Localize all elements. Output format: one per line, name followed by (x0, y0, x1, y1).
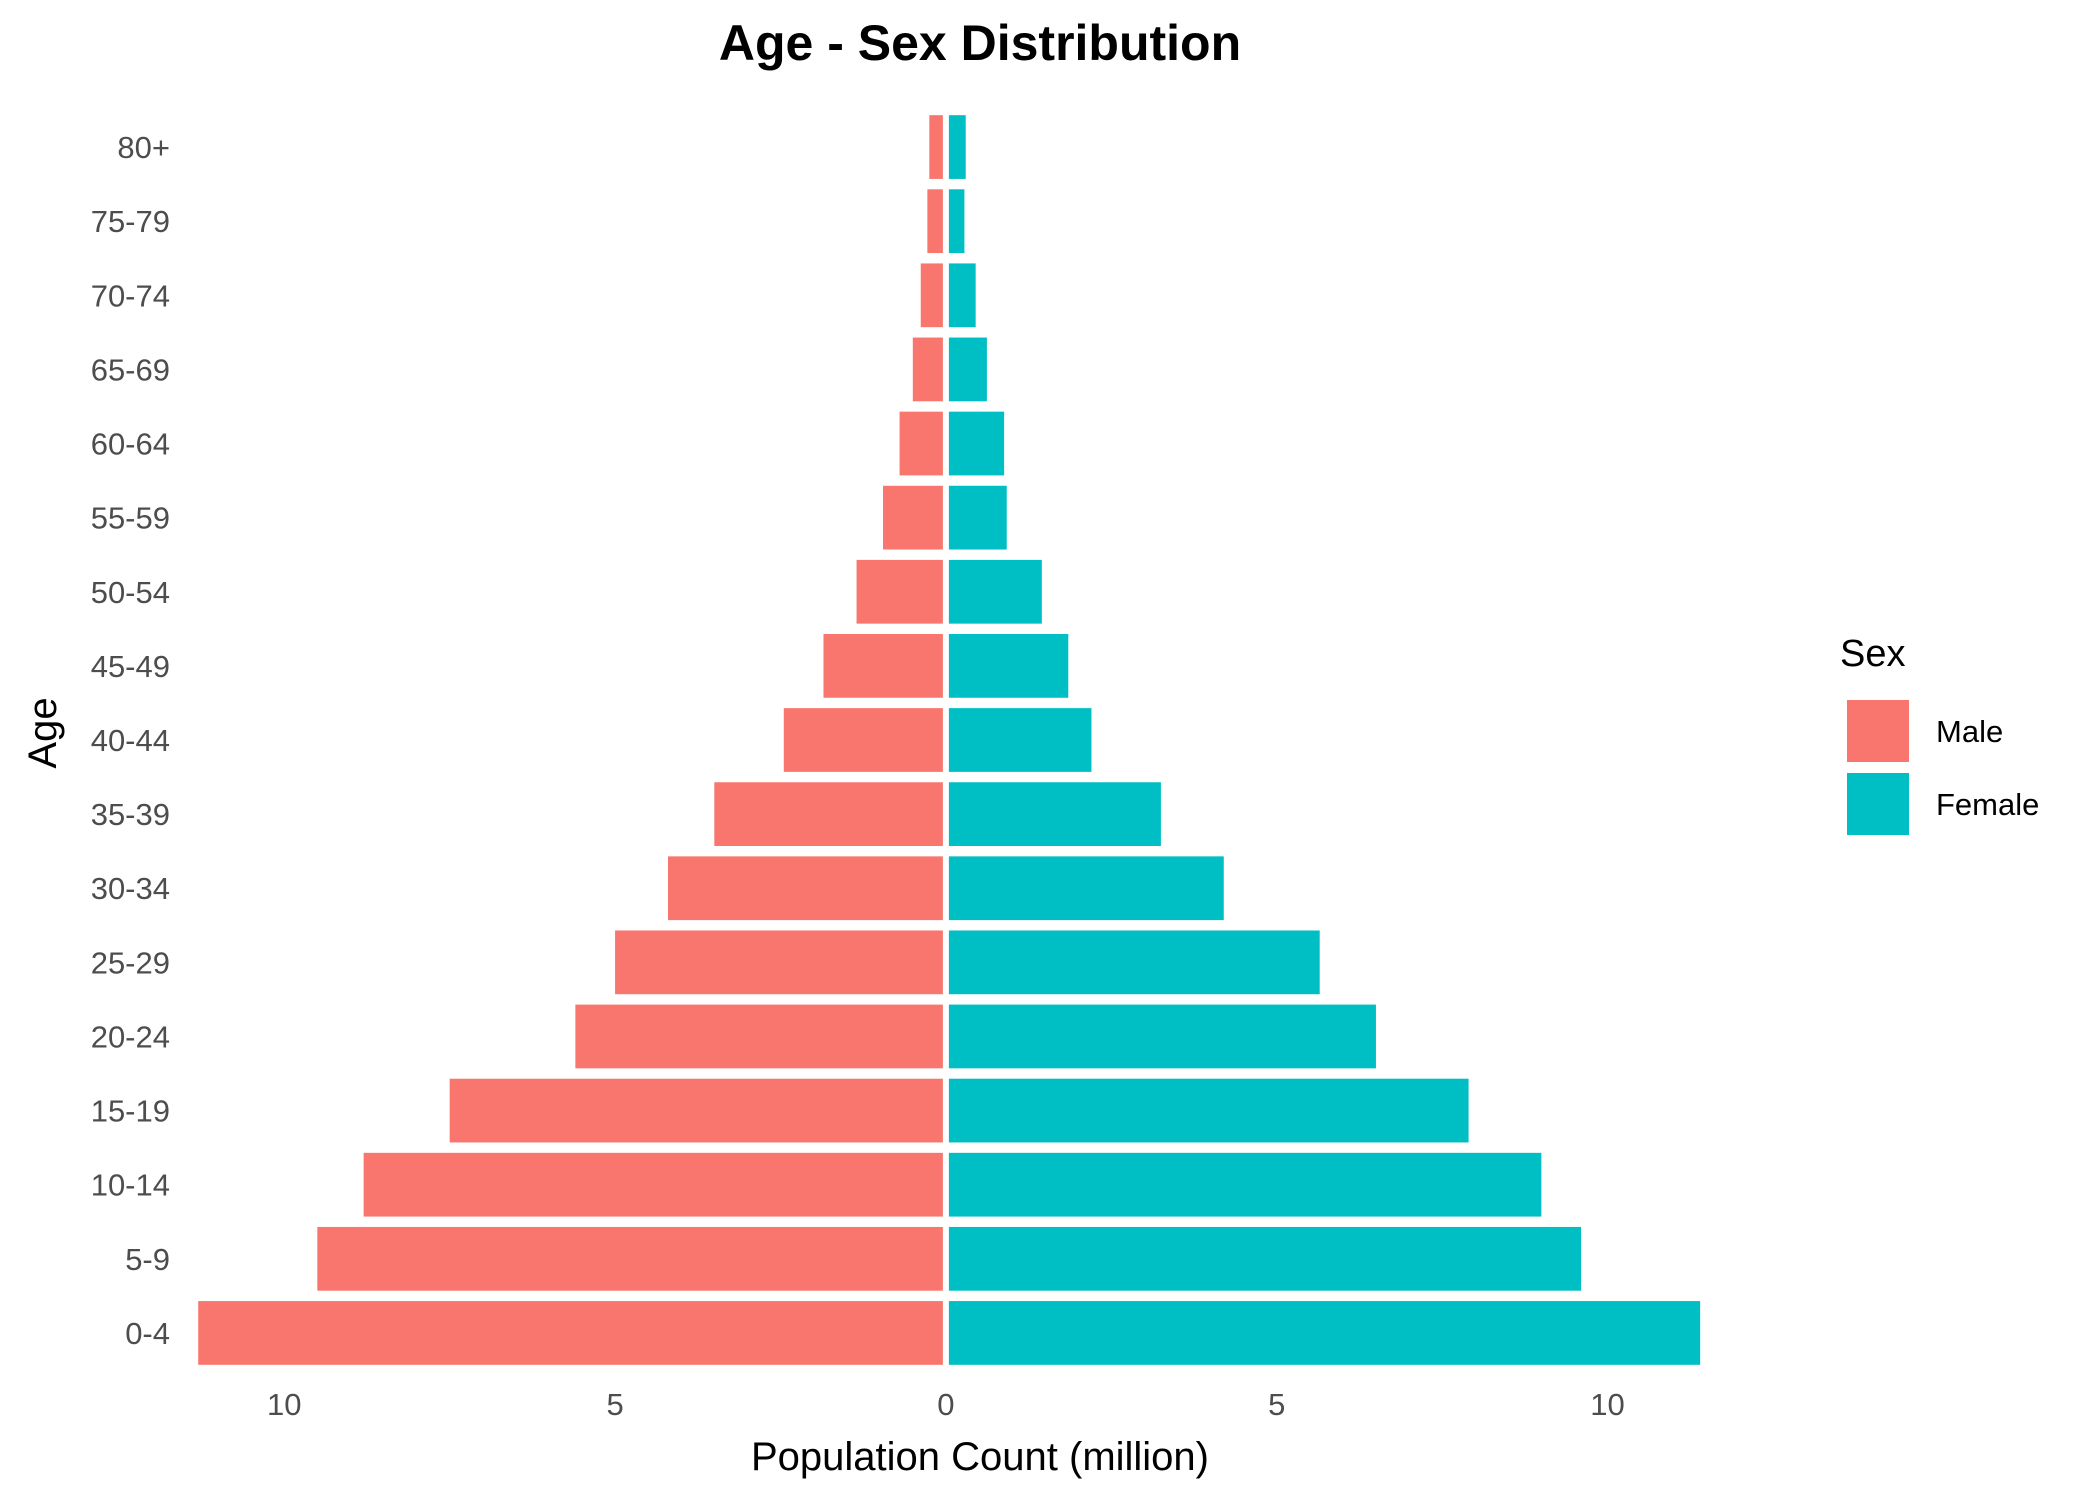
y-tick-label: 55-59 (91, 501, 170, 536)
bar-female-75-79 (948, 189, 965, 254)
bar-female-20-24 (948, 1004, 1376, 1069)
bar-female-5-9 (948, 1226, 1582, 1291)
bar-female-80+ (948, 115, 966, 179)
bar-male-20-24 (575, 1004, 943, 1069)
y-tick-label: 40-44 (91, 723, 170, 758)
bar-male-50-54 (856, 559, 943, 624)
chart-title: Age - Sex Distribution (719, 15, 1241, 71)
bar-male-45-49 (823, 634, 943, 698)
x-tick-label: 0 (937, 1387, 954, 1422)
legend-title: Sex (1840, 633, 1905, 675)
bar-male-75-79 (927, 189, 943, 254)
y-tick-label: 10-14 (91, 1168, 170, 1203)
y-tick-label: 0-4 (125, 1316, 170, 1351)
bar-female-70-74 (948, 263, 976, 328)
bar-male-40-44 (783, 708, 943, 772)
bar-female-65-69 (948, 337, 987, 402)
y-tick-label: 60-64 (91, 427, 170, 462)
legend-label-male: Male (1936, 714, 2003, 749)
bar-male-0-4 (198, 1301, 943, 1365)
x-axis-title: Population Count (million) (751, 1435, 1209, 1479)
legend-label-female: Female (1936, 787, 2039, 822)
bar-female-45-49 (948, 634, 1069, 698)
x-tick-label: 5 (606, 1387, 623, 1422)
x-tick-label: 10 (1590, 1387, 1624, 1422)
x-tick-labels: 10 5 0 5 10 (267, 1387, 1625, 1422)
y-tick-label: 65-69 (91, 352, 170, 387)
y-tick-label: 80+ (117, 130, 170, 165)
y-tick-label: 5-9 (125, 1242, 170, 1277)
y-tick-label: 30-34 (91, 871, 170, 906)
bar-female-10-14 (948, 1152, 1542, 1217)
y-tick-label: 70-74 (91, 278, 170, 313)
y-tick-label: 25-29 (91, 945, 170, 980)
bar-male-30-34 (667, 856, 943, 921)
bar-male-60-64 (899, 411, 943, 476)
bar-male-5-9 (317, 1226, 943, 1291)
y-tick-label: 35-39 (91, 797, 170, 832)
x-tick-label: 10 (267, 1387, 301, 1422)
bar-female-15-19 (948, 1078, 1469, 1143)
bar-male-70-74 (920, 263, 943, 328)
y-tick-label: 20-24 (91, 1019, 170, 1054)
bar-male-35-39 (714, 782, 943, 846)
bar-female-55-59 (948, 485, 1007, 550)
bar-male-80+ (929, 115, 943, 179)
legend: Sex Male Female (1840, 633, 2039, 835)
bar-male-10-14 (363, 1152, 943, 1217)
bar-female-25-29 (948, 930, 1320, 995)
y-axis-title: Age (21, 697, 65, 768)
y-tick-label: 15-19 (91, 1094, 170, 1129)
legend-swatch-female (1847, 773, 1909, 835)
y-tick-labels: 0-4 5-9 10-14 15-19 20-24 25-29 30-34 35-39 40-4… (91, 130, 170, 1351)
bar-male-15-19 (449, 1078, 943, 1143)
bar-female-0-4 (948, 1301, 1701, 1365)
y-tick-label: 45-49 (91, 649, 170, 684)
bar-female-60-64 (948, 411, 1005, 476)
bars-group (198, 115, 1701, 1365)
legend-swatch-male (1847, 700, 1909, 762)
bar-male-65-69 (912, 337, 943, 402)
y-tick-label: 50-54 (91, 575, 170, 610)
y-tick-label: 75-79 (91, 204, 170, 239)
bar-female-30-34 (948, 856, 1224, 921)
x-tick-label: 5 (1268, 1387, 1285, 1422)
bar-male-25-29 (615, 930, 943, 995)
bar-female-40-44 (948, 708, 1092, 772)
bar-female-35-39 (948, 782, 1161, 846)
bar-male-55-59 (883, 485, 943, 550)
bar-female-50-54 (948, 559, 1042, 624)
